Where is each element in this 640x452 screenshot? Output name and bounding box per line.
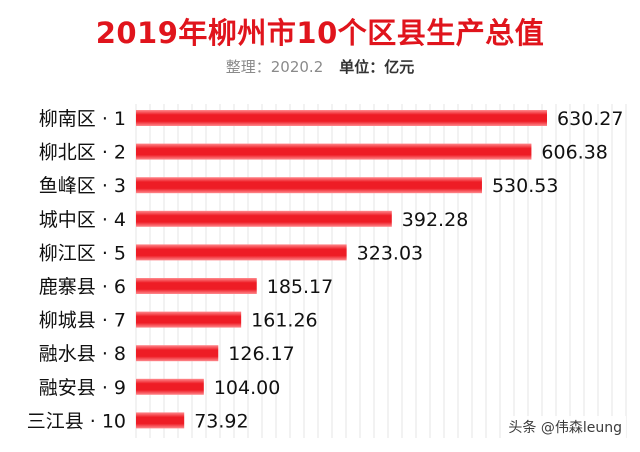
category-label: 柳城县 · 7 — [39, 310, 126, 332]
source-label: 整理： — [225, 58, 271, 76]
category-label: 融安县 · 9 — [39, 377, 126, 399]
value-label: 606.38 — [541, 142, 607, 164]
bar — [136, 311, 242, 328]
grid-lines — [135, 104, 627, 438]
category-label: 柳南区 · 1 — [39, 108, 126, 130]
chart-title: 2019年柳州市10个区县生产总值 — [95, 16, 545, 50]
category-label: 柳江区 · 5 — [39, 242, 126, 264]
bar — [136, 412, 185, 429]
value-label: 73.92 — [194, 410, 248, 432]
category-label: 鹿寨县 · 6 — [39, 276, 126, 298]
bar — [136, 278, 257, 294]
value-label: 104.00 — [214, 377, 280, 399]
value-label: 161.26 — [251, 310, 317, 332]
bar — [136, 378, 204, 395]
category-label: 三江县 · 10 — [27, 410, 126, 432]
chart-subtitle: 整理：2020.2 单位：亿元 — [0, 56, 640, 77]
unit-label: 单位：亿元 — [339, 58, 415, 76]
bar — [136, 244, 347, 261]
category-label: 城中区 · 4 — [39, 209, 126, 231]
category-label: 鱼峰区 · 3 — [39, 175, 126, 197]
value-label: 185.17 — [267, 276, 333, 298]
labels: 柳南区 · 1 630.27 柳北区 · 2 606.38 鱼峰区 · 3 530.53 城… — [27, 108, 624, 432]
bar — [136, 210, 392, 227]
watermark: 头条 @伟森leung — [504, 416, 626, 438]
value-label: 630.27 — [557, 108, 623, 130]
bar — [136, 143, 532, 160]
value-label: 323.03 — [357, 242, 423, 264]
bar — [136, 345, 219, 362]
category-label: 柳北区 · 2 — [39, 142, 126, 164]
value-label: 392.28 — [402, 209, 468, 231]
bars — [136, 110, 547, 429]
value-label: 126.17 — [228, 343, 294, 365]
bar — [136, 177, 482, 194]
bar — [136, 110, 547, 126]
category-label: 融水县 · 8 — [39, 343, 126, 365]
value-label: 530.53 — [492, 175, 558, 197]
date-label: 2020.2 — [270, 58, 324, 76]
